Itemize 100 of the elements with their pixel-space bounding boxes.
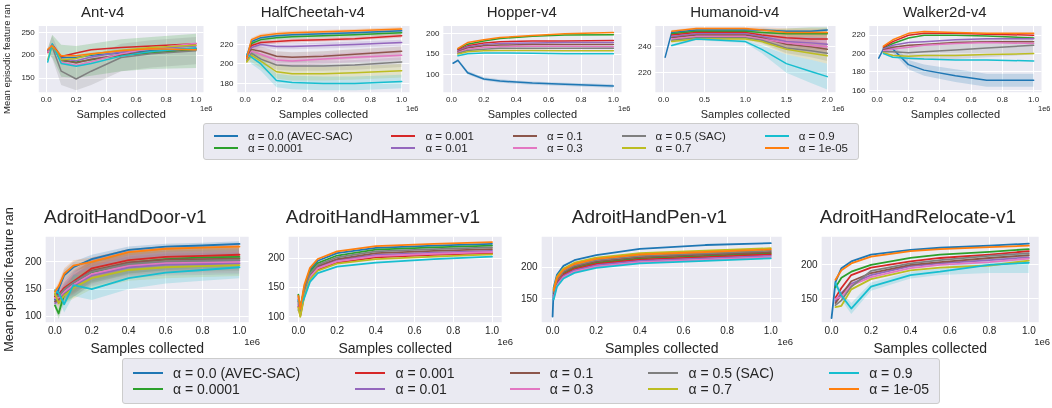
y-tick-label: 160 [851, 85, 866, 95]
legend-label: α = 0.01 [395, 381, 447, 397]
y-tick-label: 220 [851, 30, 866, 40]
x-tick-label: 0.0 [239, 95, 252, 105]
x-tick-label: 0.6 [676, 324, 691, 336]
legend-label: α = 0.1 [546, 129, 583, 142]
legend-label: α = 0.0001 [173, 381, 240, 397]
legend-label: α = 0.001 [395, 365, 455, 381]
x-tick-label: 2.0 [821, 95, 834, 105]
x-tick-label: 0.2 [330, 324, 345, 336]
y-tick-label: 150 [425, 49, 440, 59]
x-tick-label: 0.4 [632, 324, 648, 336]
x-tick-label: 0.0 [871, 95, 884, 105]
x-tick-label: 0.8 [996, 95, 1009, 105]
legend-label: α = 0.0 (AVEC-SAC) [173, 365, 301, 381]
x-tick-label: 0.0 [47, 324, 63, 336]
y-axis-title: Mean episodic feature ran [1, 207, 16, 352]
x-tick-label: 0.2 [70, 95, 83, 105]
y-tick-label: 200 [268, 252, 286, 264]
chart-title: HalfCheetah-v4 [260, 3, 365, 21]
legend-label: α = 0.1 [549, 365, 594, 381]
x-tick-label: 0.0 [824, 324, 839, 336]
x-tick-label: 1.0 [485, 324, 500, 336]
x-axis-title: Samples collected [278, 108, 369, 121]
legend-label: α = 0.3 [546, 141, 583, 154]
y-tick-label: 180 [219, 78, 234, 88]
y-tick-label: 220 [637, 67, 652, 77]
y-tick-label: 150 [521, 292, 539, 304]
x-tick-label: 0.0 [40, 95, 53, 105]
x-axis-title: Samples collected [604, 340, 719, 357]
x-tick-label: 0.5 [698, 95, 711, 105]
x-tick-label: 0.0 [545, 324, 560, 336]
y-tick-label: 100 [25, 309, 43, 321]
y-tick-label: 240 [637, 41, 652, 51]
x-tick-label: 1.0 [739, 95, 752, 105]
x-tick-label: 1.0 [396, 95, 408, 105]
x-tick-label: 0.2 [84, 324, 100, 336]
x-tick-label: 0.6 [965, 95, 978, 105]
x-tick-label: 0.2 [902, 95, 915, 105]
y-tick-label: 100 [268, 310, 286, 322]
x-axis-title: Samples collected [700, 108, 791, 121]
x-axis-title: Samples collected [90, 340, 204, 357]
x-axis-title: Samples collected [338, 340, 452, 357]
y-axis-title: Mean episodic feature ran [1, 4, 13, 115]
legend-label: α = 0.5 (SAC) [655, 129, 726, 142]
text: 1e6 [497, 335, 514, 347]
y-tick-label: 200 [21, 50, 36, 60]
legend-label: α = 0.01 [425, 141, 468, 154]
chart-title: Ant-v4 [81, 3, 125, 21]
chart-title: AdroitHandDoor-v1 [44, 205, 207, 227]
x-tick-label: 0.6 [333, 95, 346, 105]
x-tick-label: 0.0 [657, 95, 670, 105]
x-tick-label: 1.0 [607, 95, 620, 105]
y-tick-label: 150 [21, 73, 36, 83]
y-tick-label: 150 [268, 281, 286, 293]
y-tick-label: 100 [425, 70, 440, 80]
legend-label: α = 0.001 [425, 129, 475, 142]
x-tick-label: 1.0 [1028, 95, 1040, 105]
chart-title: Hopper-v4 [486, 3, 557, 21]
y-tick-label: 180 [851, 67, 866, 77]
chart-title: AdroitHandHammer-v1 [285, 205, 480, 227]
legend-label: α = 0.9 [869, 365, 913, 381]
x-tick-label: 0.8 [575, 95, 588, 105]
x-tick-label: 0.8 [720, 324, 735, 336]
x-tick-label: 1.0 [232, 324, 247, 336]
y-tick-label: 200 [851, 48, 866, 58]
y-tick-label: 200 [521, 260, 539, 272]
x-tick-label: 0.0 [445, 95, 458, 105]
legend-label: α = 0.5 (SAC) [688, 365, 774, 381]
x-axis-title: Samples collected [910, 108, 1001, 121]
x-axis-title: Samples collected [873, 340, 987, 357]
x-tick-label: 0.8 [195, 324, 210, 336]
chart-title: Walker2d-v4 [902, 3, 987, 21]
chart-title: Humanoid-v4 [690, 3, 780, 21]
text: 1e6 [777, 335, 794, 347]
x-tick-label: 1.0 [763, 324, 779, 336]
x-tick-label: 0.8 [982, 324, 997, 336]
x-tick-label: 0.4 [121, 324, 137, 336]
x-tick-label: 0.2 [589, 324, 604, 336]
legend-label: α = 0.0001 [248, 141, 303, 154]
x-tick-label: 0.8 [160, 95, 173, 105]
x-tick-label: 0.8 [364, 95, 377, 105]
x-tick-label: 0.2 [478, 95, 490, 105]
chart-title: AdroitHandRelocate-v1 [819, 205, 1017, 227]
legend-label: α = 0.9 [798, 129, 835, 142]
legend-label: α = 0.7 [655, 141, 692, 154]
x-tick-label: 1.0 [190, 95, 203, 105]
y-tick-label: 220 [219, 39, 234, 49]
legend-label: α = 0.0 (AVEC-SAC) [248, 129, 353, 142]
y-tick-label: 150 [25, 282, 43, 294]
y-tick-label: 250 [21, 27, 36, 37]
legend-label: α = 0.7 [688, 381, 732, 397]
legend-label: α = 1e-05 [798, 141, 848, 154]
x-tick-label: 0.2 [270, 95, 283, 105]
x-tick-label: 0.6 [543, 95, 555, 105]
y-tick-label: 200 [219, 59, 234, 69]
x-axis-title: Samples collected [76, 108, 166, 121]
y-tick-label: 200 [425, 28, 440, 38]
y-tick-label: 150 [801, 292, 819, 304]
chart-title: AdroitHandPen-v1 [571, 205, 727, 227]
